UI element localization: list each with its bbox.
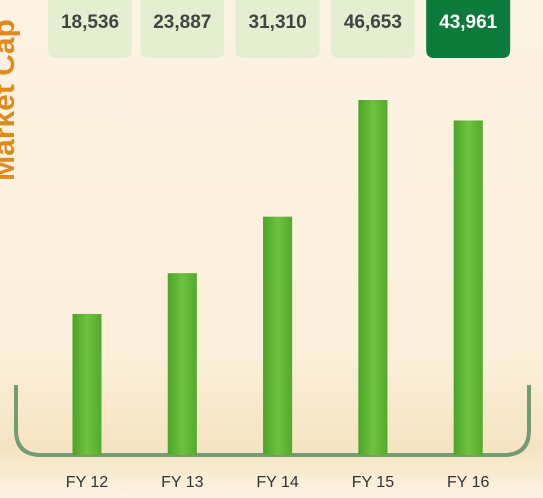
- x-tick-label: FY 12: [66, 474, 109, 491]
- x-tick-label: FY 16: [447, 474, 490, 491]
- x-tick-label: FY 15: [352, 474, 395, 491]
- bar-texture: [263, 217, 292, 455]
- value-label: 31,310: [249, 12, 307, 33]
- bar-texture: [358, 100, 387, 455]
- chart-title: Market Cap: [0, 19, 21, 181]
- value-label: 43,961: [439, 12, 498, 33]
- chart: Market Cap 18,536 FY 12 23,887 FY 13 31,310 F…: [0, 0, 543, 498]
- x-tick-label: FY 13: [161, 474, 204, 491]
- bar-texture: [73, 314, 102, 455]
- value-label: 18,536: [61, 12, 119, 33]
- bar-texture: [168, 273, 197, 455]
- value-label: 23,887: [153, 12, 211, 33]
- x-tick-label: FY 14: [256, 474, 299, 491]
- bar-texture: [454, 120, 483, 455]
- value-label: 46,653: [344, 12, 402, 33]
